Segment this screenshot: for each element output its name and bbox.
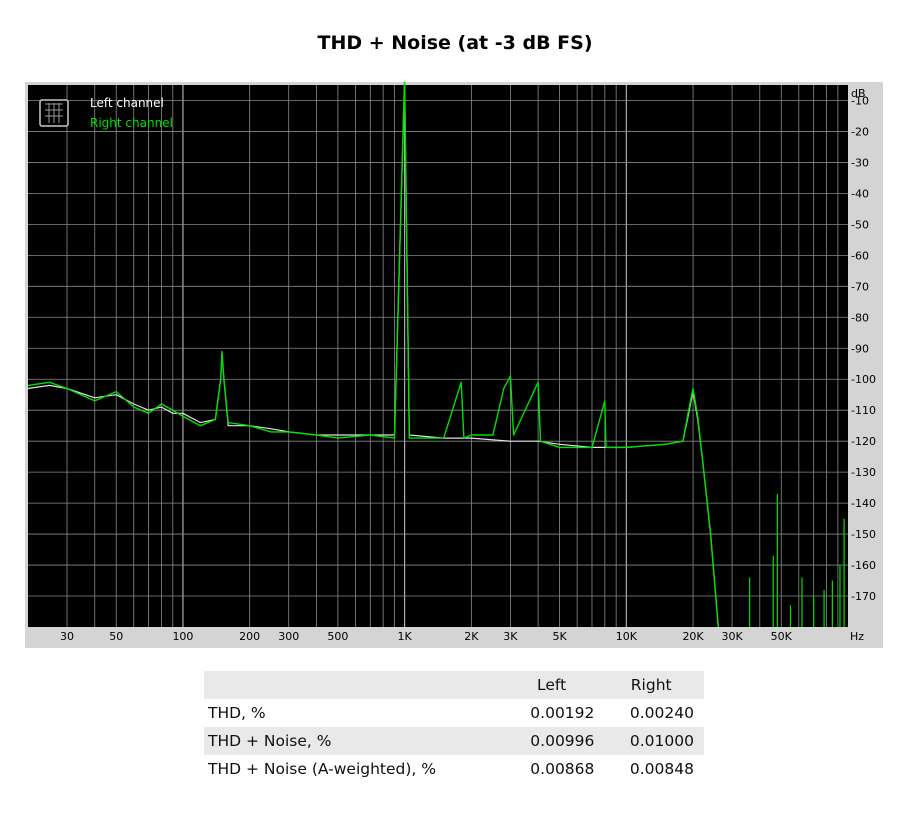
stats-header-label [204, 671, 505, 699]
stats-row-right: 0.00848 [629, 760, 694, 778]
stats-row-right: 0.01000 [629, 732, 694, 750]
x-tick-label: 20K [682, 630, 704, 643]
x-tick-label: 5K [552, 630, 567, 643]
x-tick-label: 30 [60, 630, 74, 643]
y-tick-label: -30 [851, 156, 869, 169]
stats-row-left: 0.00996 [530, 732, 595, 750]
x-unit-label: Hz [850, 630, 864, 643]
stats-row-thd: THD, % 0.00192 0.00240 [204, 699, 704, 727]
stats-header-left: Left [537, 676, 567, 694]
series-layer [27, 82, 845, 628]
stats-row-label: THD + Noise (A-weighted), % [208, 760, 436, 778]
legend: Left channel Right channel [39, 96, 173, 130]
chart-title: THD + Noise (at -3 dB FS) [317, 32, 593, 54]
y-tick-label: -110 [851, 404, 876, 417]
stats-header-row: Left Right [204, 671, 704, 699]
stats-row-left: 0.00192 [530, 704, 595, 722]
y-tick-labels: -10 -20 -30 -40 -50 -60 -70 -80 -90 -100 -110 -120 -… [851, 94, 876, 603]
x-tick-label: 200 [239, 630, 260, 643]
x-tick-label: 10K [616, 630, 638, 643]
legend-left-channel: Left channel [90, 96, 164, 110]
stats-row-label: THD + Noise, % [208, 732, 332, 750]
plot-area [28, 85, 848, 627]
y-tick-label: -170 [851, 590, 876, 603]
x-tick-labels: 30 50 100 200 300 500 1K 2K 3K 5K 10K 20K 30K 50K [60, 630, 793, 643]
chart-svg: 30 50 100 200 300 500 1K 2K 3K 5K 10K 20K 30K 50K -10… [27, 82, 876, 643]
y-tick-label: -60 [851, 249, 869, 262]
x-tick-label: 500 [327, 630, 348, 643]
chart-panel: 30 50 100 200 300 500 1K 2K 3K 5K 10K 20K 30K 50K -10… [25, 82, 883, 648]
y-tick-label: -50 [851, 218, 869, 231]
y-tick-label: -10 [851, 94, 869, 107]
x-tick-label: 50 [109, 630, 123, 643]
y-tick-label: -70 [851, 280, 869, 293]
y-tick-label: -20 [851, 125, 869, 138]
y-tick-label: -90 [851, 342, 869, 355]
x-tick-label: 3K [503, 630, 518, 643]
y-tick-label: -140 [851, 497, 876, 510]
stats-row-thdn-a: THD + Noise (A-weighted), % 0.00868 0.00… [204, 755, 704, 783]
x-tick-label: 50K [771, 630, 793, 643]
stats-row-thdn: THD + Noise, % 0.00996 0.01000 [204, 727, 704, 755]
y-tick-label: -130 [851, 466, 876, 479]
y-tick-label: -120 [851, 435, 876, 448]
y-unit-label: dB [851, 87, 866, 100]
stats-table: Left Right THD, % 0.00192 0.00240 THD + … [204, 671, 704, 783]
x-tick-label: 2K [464, 630, 479, 643]
y-tick-label: -80 [851, 311, 869, 324]
x-tick-label: 100 [172, 630, 193, 643]
legend-icon-grid [45, 103, 63, 123]
series-line-right [27, 82, 719, 628]
grid-vertical [66, 85, 839, 627]
legend-right-channel: Right channel [90, 116, 173, 130]
y-tick-label: -160 [851, 559, 876, 572]
x-tick-label: 300 [278, 630, 299, 643]
y-tick-label: -150 [851, 528, 876, 541]
stats-row-label: THD, % [208, 704, 266, 722]
grid-horizontal [28, 100, 848, 597]
stats-header-right: Right [630, 676, 672, 694]
stats-row-left: 0.00868 [530, 760, 595, 778]
x-tick-label: 1K [398, 630, 413, 643]
stats-row-right: 0.00240 [629, 704, 694, 722]
y-tick-label: -40 [851, 187, 869, 200]
y-tick-label: -100 [851, 373, 876, 386]
x-tick-label: 30K [721, 630, 743, 643]
